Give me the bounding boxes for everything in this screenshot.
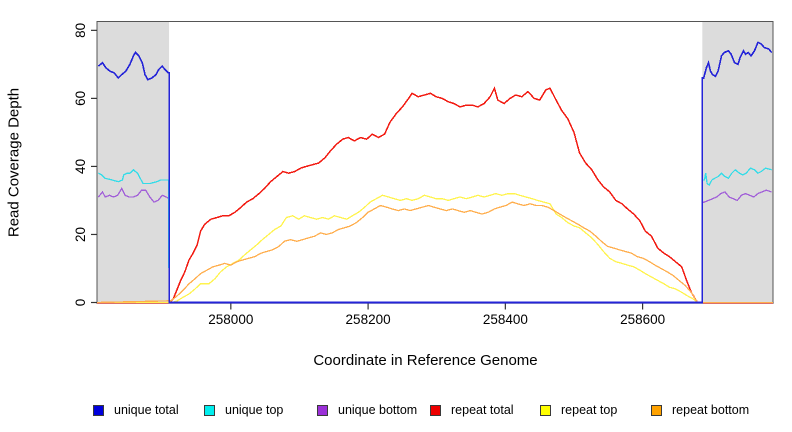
y-tick-label: 20 xyxy=(73,227,88,242)
legend-swatch-icon-unique-total xyxy=(93,404,104,416)
series-lines xyxy=(96,41,773,304)
x-tick-label: 258400 xyxy=(483,312,528,327)
shaded-region-1 xyxy=(702,21,773,303)
series-line-repeat-bottom xyxy=(96,201,773,304)
legend-label: repeat total xyxy=(451,403,514,417)
series-line-repeat-total xyxy=(97,86,773,304)
legend-swatch-icon-repeat-bottom xyxy=(651,404,662,416)
y-tick-label: 0 xyxy=(73,299,88,307)
legend-item-unique-total: unique total xyxy=(93,401,179,419)
x-tick-label: 258600 xyxy=(620,312,665,327)
legend-swatch-icon-repeat-top xyxy=(540,404,551,416)
legend-item-repeat-bottom: repeat bottom xyxy=(651,401,749,419)
shaded-region-0 xyxy=(97,21,170,303)
series-line-unique-total xyxy=(97,41,773,304)
y-tick-label: 60 xyxy=(73,91,88,106)
series-line-unique-top xyxy=(98,167,772,304)
legend-swatch-icon-unique-bottom xyxy=(317,404,328,416)
plot-box xyxy=(96,21,774,304)
series-line-repeat-top xyxy=(97,192,773,304)
y-tick-label: 80 xyxy=(73,23,88,38)
x-tick-label: 258200 xyxy=(346,312,391,327)
axis-ticks: 258000 258200 258400 258600 0 20 40 60 80 xyxy=(73,23,665,327)
legend-label: unique top xyxy=(225,403,284,417)
legend-label: unique total xyxy=(114,403,179,417)
plot-border xyxy=(96,21,774,303)
legend-label: unique bottom xyxy=(338,403,418,417)
x-tick-label: 258000 xyxy=(208,312,253,327)
legend-item-repeat-total: repeat total xyxy=(430,401,514,419)
x-axis-title: Coordinate in Reference Genome xyxy=(313,352,538,369)
legend-item-unique-top: unique top xyxy=(204,401,283,419)
legend-swatch-icon-repeat-total xyxy=(430,404,441,416)
legend-swatch-icon-unique-top xyxy=(204,404,215,416)
y-tick-label: 40 xyxy=(73,159,88,174)
legend-item-repeat-top: repeat top xyxy=(540,401,617,419)
legend: unique total unique top unique bottom repea… xyxy=(0,401,792,425)
legend-label: repeat top xyxy=(561,403,618,417)
legend-label: repeat bottom xyxy=(672,403,750,417)
shaded-regions xyxy=(97,21,773,303)
legend-item-unique-bottom: unique bottom xyxy=(317,401,417,419)
y-axis-title: Read Coverage Depth xyxy=(5,87,23,238)
